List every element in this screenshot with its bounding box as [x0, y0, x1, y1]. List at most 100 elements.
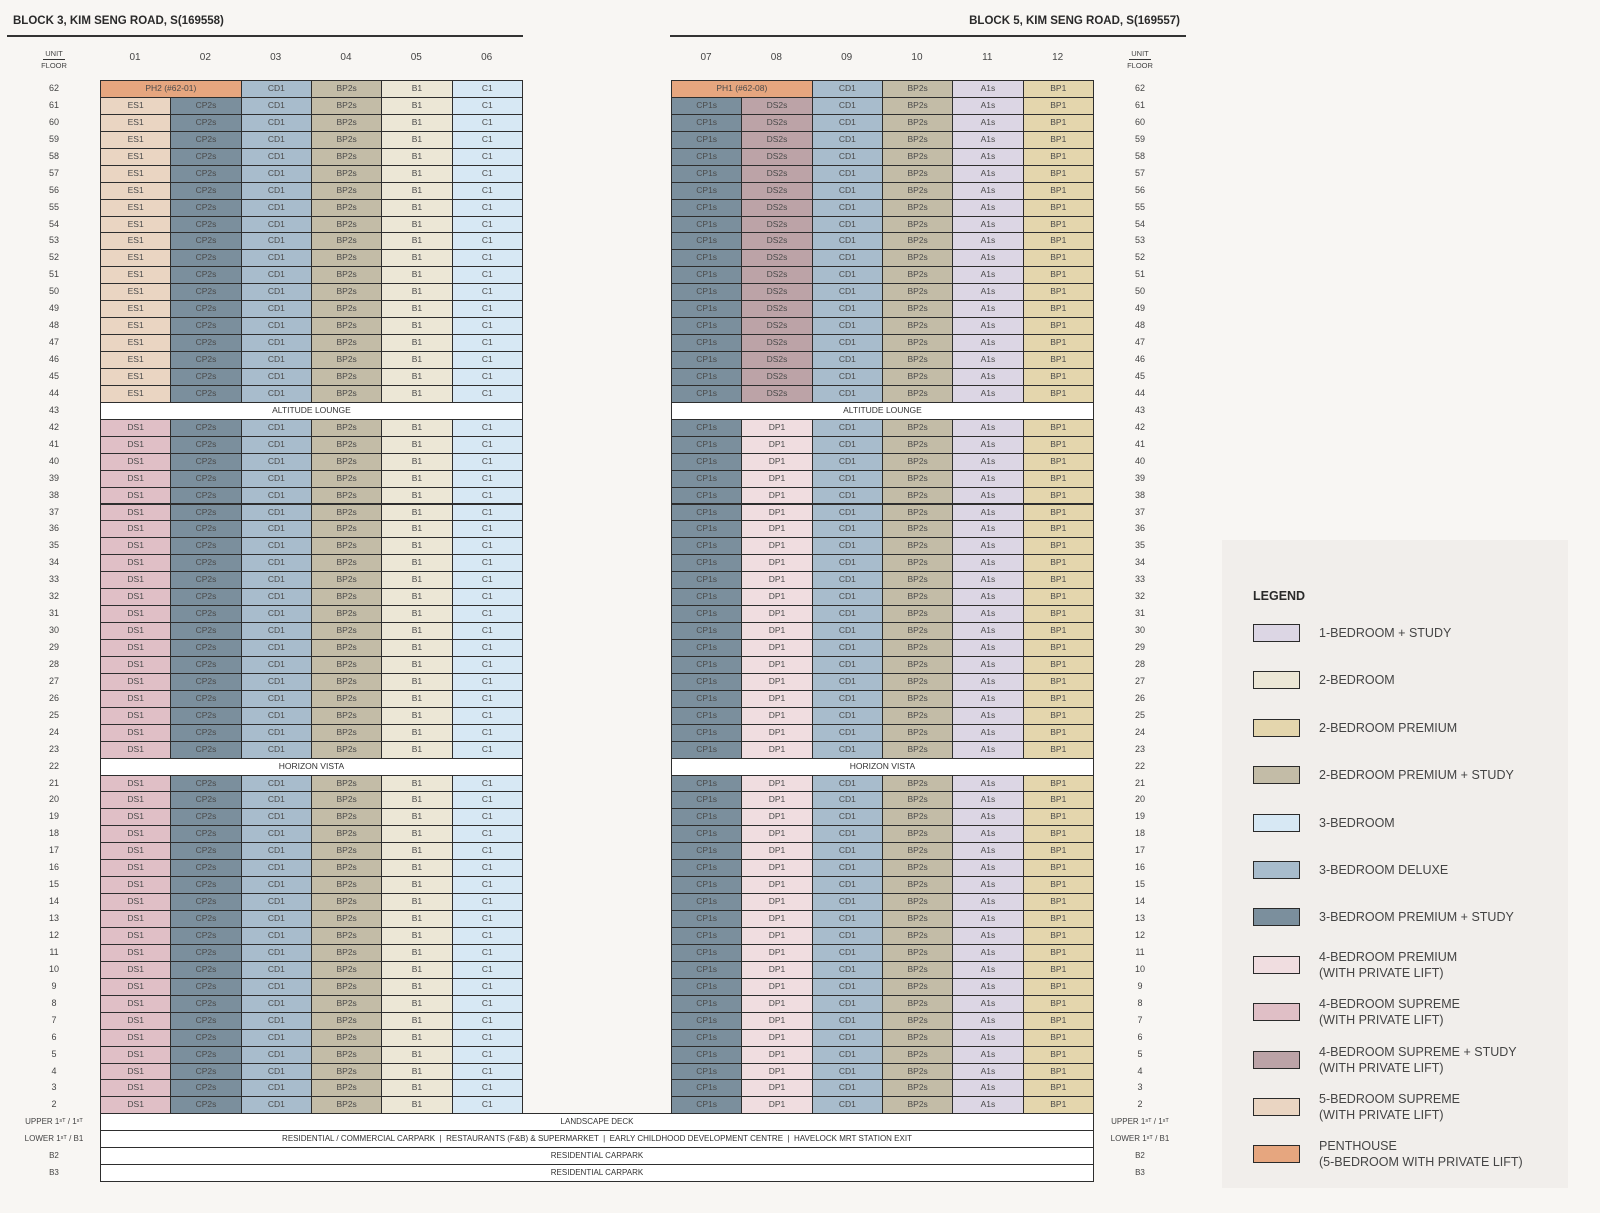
- unit-cell: CP2s: [170, 791, 242, 810]
- unit-cell: CD1: [811, 825, 883, 844]
- floor-label: 50: [1134, 286, 1145, 297]
- legend-swatch: [1253, 1050, 1300, 1069]
- unit-cell: BP2s: [881, 994, 954, 1013]
- unit-cell: C1: [451, 130, 523, 149]
- unit-cell: B1: [381, 317, 453, 336]
- floor-label: 38: [48, 489, 59, 500]
- unit-cell: A1s: [952, 367, 1024, 386]
- unit-cell: BP1: [1022, 910, 1094, 928]
- unit-cell: DS1: [100, 418, 172, 437]
- unit-cell: DP1: [741, 842, 813, 861]
- unit-cell: BP2s: [881, 571, 954, 590]
- floor-label: 5: [51, 1048, 57, 1059]
- floor-label: 20: [1134, 794, 1145, 805]
- unit-cell: CD1: [240, 486, 312, 505]
- unit-cell: C1: [451, 181, 523, 200]
- unit-cell: C1: [451, 774, 523, 793]
- floor-label: UPPER 1ˢᵀ / 1ˢᵀ: [25, 1117, 83, 1127]
- unit-cell: CD1: [240, 181, 312, 200]
- unit-cell: C1: [451, 1045, 523, 1064]
- unit-cell: BP2s: [310, 283, 383, 302]
- unit-cell: BP1: [1022, 164, 1094, 183]
- unit-cell: CD1: [811, 740, 883, 759]
- unit-cell: B1: [381, 808, 453, 827]
- unit-cell: BP2s: [881, 655, 954, 674]
- floor-label: 59: [48, 133, 59, 144]
- unit-cell: B1: [381, 435, 453, 454]
- floor-label: 54: [48, 218, 59, 229]
- unit-cell: A1s: [952, 435, 1024, 454]
- unit-cell: DS1: [100, 960, 172, 979]
- unit-cell: DP1: [741, 774, 813, 793]
- floor-label: 47: [1134, 337, 1145, 348]
- podium-floor: RESIDENTIAL CARPARK: [100, 1164, 1094, 1183]
- unit-cell: C1: [451, 334, 523, 353]
- unit-cell: BP2s: [310, 960, 383, 979]
- unit-cell: DP1: [741, 655, 813, 674]
- unit-cell: BP2s: [881, 367, 954, 386]
- unit-cell: BP1: [1022, 774, 1094, 793]
- unit-cell: BP2s: [881, 554, 954, 573]
- floor-label: 11: [49, 946, 59, 957]
- unit-cell: BP2s: [881, 740, 954, 759]
- unit-cell: BP2s: [310, 537, 383, 556]
- unit-cell: CD1: [811, 147, 883, 166]
- floor-label: 27: [1134, 675, 1145, 686]
- unit-cell: DS2s: [741, 300, 813, 319]
- unit-cell: CD1: [240, 384, 312, 403]
- unit-cell: BP1: [1022, 452, 1094, 471]
- unit-cell: CD1: [240, 1079, 312, 1098]
- unit-cell: CD1: [811, 113, 883, 132]
- unit-cell: BP1: [1022, 469, 1094, 488]
- unit-cell: A1s: [952, 486, 1024, 505]
- unit-cell: BP2s: [310, 943, 383, 962]
- unit-cell: PH1 (#62-08): [671, 80, 813, 98]
- unit-cell: CD1: [811, 249, 883, 268]
- unit-cell: BP2s: [881, 283, 954, 302]
- unit-cell: A1s: [952, 571, 1024, 590]
- unit-cell: BP2s: [881, 927, 954, 945]
- unit-cell: CP2s: [170, 1096, 242, 1115]
- unit-cell: ES1: [100, 164, 172, 183]
- unit-cell: DS1: [100, 774, 172, 793]
- unit-cell: CD1: [811, 960, 883, 979]
- unit-cell: BP2s: [310, 96, 383, 115]
- unit-cell: CP2s: [170, 859, 242, 878]
- floor-label: 9: [51, 980, 57, 991]
- unit-column-header: 12: [1052, 52, 1064, 63]
- legend-swatch: [1253, 624, 1300, 642]
- unit-cell: C1: [451, 283, 523, 302]
- unit-cell: B1: [381, 910, 453, 928]
- unit-cell: ES1: [100, 113, 172, 132]
- unit-cell: BP2s: [881, 232, 954, 251]
- unit-cell: CD1: [240, 469, 312, 488]
- unit-cell: CD1: [811, 723, 883, 742]
- floor-label: 52: [1134, 252, 1145, 263]
- unit-cell: BP1: [1022, 859, 1094, 878]
- unit-cell: C1: [451, 266, 523, 285]
- floor-label: 60: [48, 116, 59, 127]
- unit-cell: CP1s: [671, 351, 743, 369]
- unit-cell: CP2s: [170, 774, 242, 793]
- unit-cell: A1s: [952, 469, 1024, 488]
- unit-cell: CP2s: [170, 283, 242, 302]
- unit-cell: ES1: [100, 215, 172, 234]
- floor-label: 4: [51, 1065, 57, 1076]
- amenity-floor: HORIZON VISTA: [100, 757, 523, 776]
- floor-label: 28: [1134, 658, 1145, 669]
- legend-label: 3-BEDROOM DELUXE: [1319, 862, 1448, 878]
- unit-cell: C1: [451, 639, 523, 657]
- unit-cell: CD1: [240, 317, 312, 336]
- unit-cell: BP2s: [310, 384, 383, 403]
- unit-cell: BP1: [1022, 876, 1094, 895]
- unit-cell: CD1: [811, 367, 883, 386]
- unit-cell: CD1: [240, 571, 312, 590]
- unit-cell: DS1: [100, 859, 172, 878]
- unit-cell: CD1: [811, 520, 883, 539]
- legend-label: 4-BEDROOM PREMIUM (WITH PRIVATE LIFT): [1319, 949, 1457, 981]
- unit-cell: C1: [451, 842, 523, 861]
- floor-label: 8: [1137, 997, 1143, 1008]
- unit-cell: BP2s: [881, 503, 954, 522]
- unit-cell: BP2s: [310, 198, 383, 217]
- floor-label: 12: [48, 930, 59, 940]
